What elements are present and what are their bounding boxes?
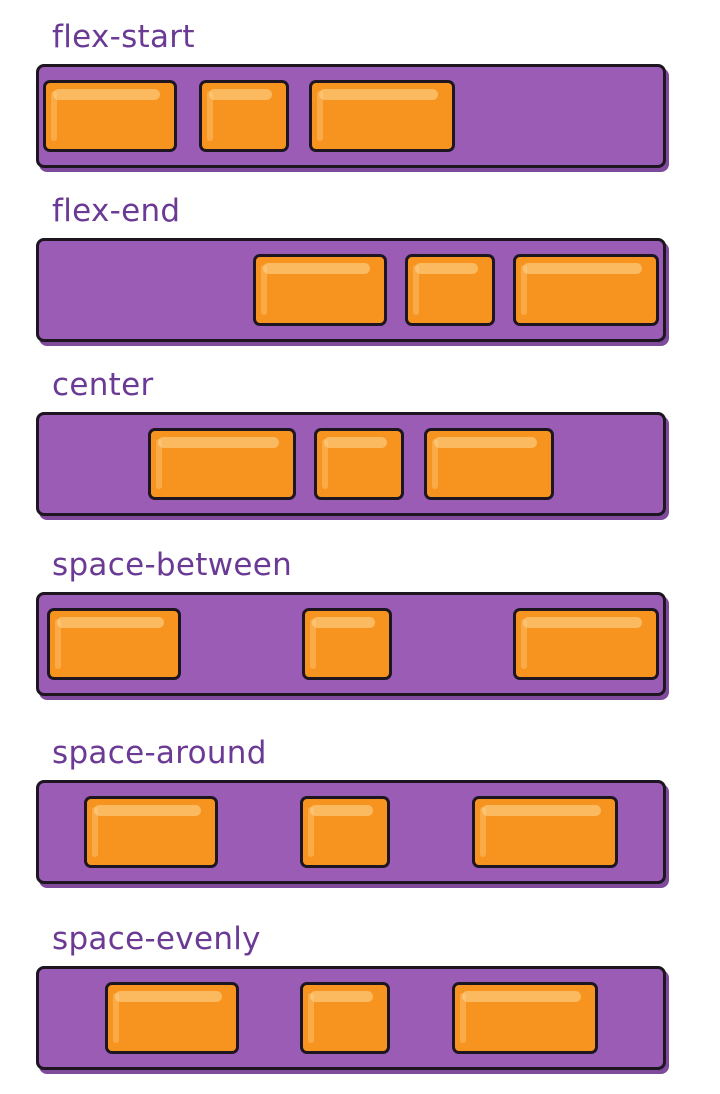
flex-item-2 (199, 80, 289, 152)
flex-item-1 (148, 428, 296, 500)
section-label: flex-start (52, 19, 195, 55)
flex-item-1 (104, 982, 239, 1054)
flex-item-3 (472, 796, 618, 868)
flex-container (36, 412, 666, 516)
flex-item-2 (300, 982, 390, 1054)
flex-item-2 (314, 428, 404, 500)
section-label: space-between (52, 547, 293, 583)
section-label: space-evenly (52, 921, 261, 957)
flex-item-1 (253, 254, 387, 326)
flex-container (36, 64, 666, 168)
section-label: flex-end (52, 193, 181, 229)
flex-item-3 (451, 982, 598, 1054)
flex-item-3 (513, 608, 659, 680)
flex-container (36, 966, 666, 1070)
flex-container (36, 592, 666, 696)
section-label: center (52, 367, 154, 403)
flex-item-1 (84, 796, 218, 868)
flex-item-3 (424, 428, 554, 500)
flex-item-2 (302, 608, 392, 680)
flex-item-2 (405, 254, 495, 326)
flex-container (36, 238, 666, 342)
flex-item-1 (47, 608, 181, 680)
section-label: space-around (52, 735, 267, 771)
flex-item-2 (300, 796, 390, 868)
flex-item-1 (43, 80, 177, 152)
flex-item-3 (309, 80, 455, 152)
flex-container (36, 780, 666, 884)
flex-item-3 (513, 254, 659, 326)
